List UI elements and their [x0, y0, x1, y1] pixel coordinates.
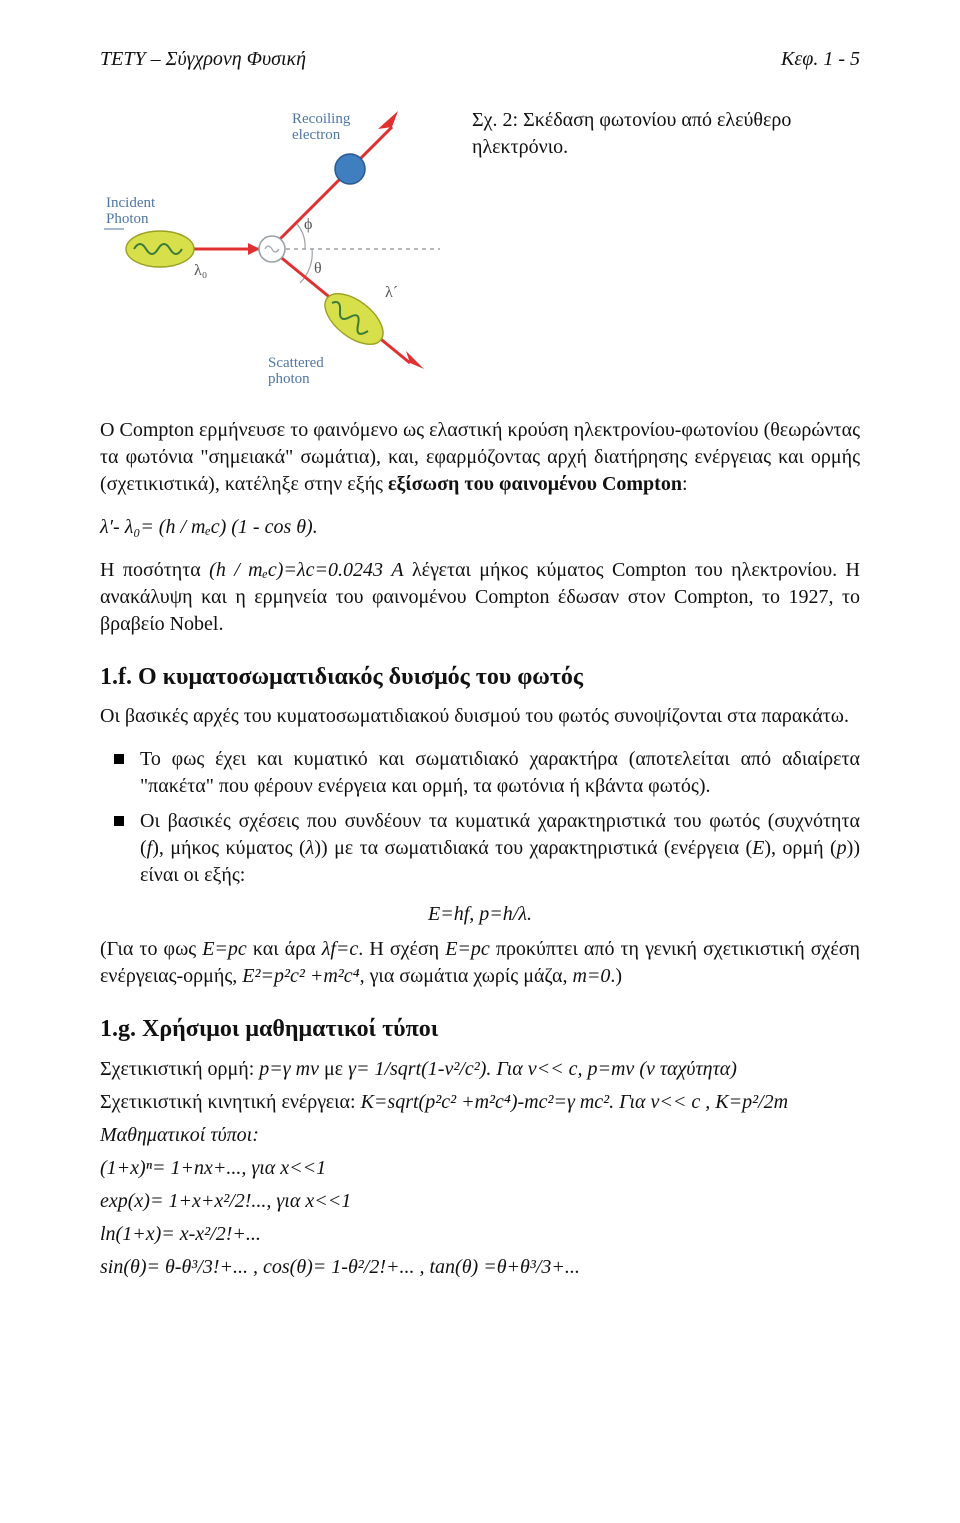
math-binomial: (1+x)ⁿ= 1+nx+..., για x<<1	[100, 1154, 860, 1183]
label-recoiling-l2: electron	[292, 127, 341, 143]
label-recoiling-l1: Recoiling	[292, 111, 351, 127]
math-trig: sin(θ)= θ-θ³/3!+... , cos(θ)= 1-θ²/2!+..…	[100, 1253, 860, 1282]
rel-kinetic: Σχετικιστική κινητική ενέργεια: K=sqrt(p…	[100, 1088, 860, 1117]
para-compton: Ο Compton ερμήνευσε το φαινόμενο ως ελασ…	[100, 417, 860, 498]
para-after-eq: (Για το φως E=pc και άρα λf=c. Η σχέση E…	[100, 936, 860, 990]
intro-1f: Οι βασικές αρχές του κυματοσωματιδιακού …	[100, 703, 860, 730]
running-head-left: ΤΕΤΥ – Σύγχρονη Φυσική	[100, 48, 306, 71]
label-lambda0: λ₀	[194, 262, 207, 279]
label-scattered-l2: photon	[268, 371, 310, 387]
heading-1g: 1.g. Χρήσιμοι μαθηματικοί τύποι	[100, 1016, 860, 1043]
label-lambda-prime: λ´	[385, 284, 398, 301]
math-exp: exp(x)= 1+x+x²/2!..., για x<<1	[100, 1187, 860, 1216]
bullet-list-1f: Το φως έχει και κυματικό και σωματιδιακό…	[100, 746, 860, 889]
label-scattered-l1: Scattered	[268, 355, 324, 371]
rel-momentum: Σχετικιστική ορμή: p=γ mv με γ= 1/sqrt(1…	[100, 1055, 860, 1084]
label-theta: θ	[314, 260, 322, 277]
figure-caption: Σχ. 2: Σκέδαση φωτονίου από ελεύθερο ηλε…	[460, 89, 860, 161]
bullet-1: Το φως έχει και κυματικό και σωματιδιακό…	[100, 746, 860, 800]
heading-1f: 1.f. Ο κυματοσωματιδιακός δυισμός του φω…	[100, 664, 860, 691]
math-ln: ln(1+x)= x-x²/2!+...	[100, 1220, 860, 1249]
label-incident-l1: Incident	[106, 195, 156, 211]
math-types-head: Μαθηματικοί τύποι:	[100, 1121, 860, 1150]
compton-figure: Recoiling electron Incident Photon Scatt…	[100, 89, 860, 389]
eq-Epc: E=hf, p=h/λ.	[100, 903, 860, 926]
para-compton-2: Η ποσότητα (h / mₑc)=λc=0.0243 Α λέγεται…	[100, 557, 860, 638]
compton-diagram-svg: Recoiling electron Incident Photon Scatt…	[100, 89, 460, 389]
label-incident-l2: Photon	[106, 211, 149, 227]
bullet-2: Οι βασικές σχέσεις που συνδέουν τα κυματ…	[100, 808, 860, 889]
label-phi: ϕ	[304, 216, 312, 233]
compton-equation: λ′- λ₀= (h / mₑc) (1 - cos θ).	[100, 514, 860, 541]
running-head-right: Κεφ. 1 - 5	[781, 48, 860, 71]
